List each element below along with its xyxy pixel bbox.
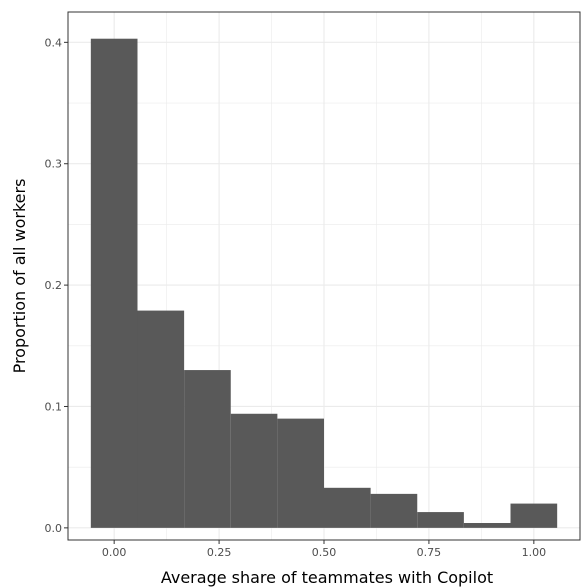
x-tick-label: 0.25 [207, 546, 232, 559]
y-axis-title: Proportion of all workers [10, 179, 29, 374]
y-tick-label: 0.1 [45, 400, 63, 413]
histogram-bar [90, 38, 138, 528]
histogram-bar [463, 523, 511, 528]
histogram-bar [230, 413, 278, 528]
y-tick-label: 0.4 [45, 36, 63, 49]
y-tick-label: 0.3 [45, 158, 63, 171]
x-axis-title: Average share of teammates with Copilot [161, 568, 493, 587]
y-tick-label: 0.2 [45, 279, 63, 292]
histogram-bar [417, 512, 464, 528]
x-tick-label: 1.00 [522, 546, 547, 559]
histogram-bar [277, 418, 324, 528]
histogram-bar [370, 493, 418, 528]
histogram-bar [137, 310, 185, 528]
histogram-bar [510, 503, 558, 528]
x-tick-label: 0.00 [102, 546, 127, 559]
x-tick-label: 0.75 [417, 546, 442, 559]
histogram-bar [184, 370, 231, 528]
y-axis-ticks: 0.0 0.1 0.2 0.3 0.4 [45, 36, 68, 535]
histogram-bar [324, 487, 371, 528]
x-axis-ticks: 0.00 0.25 0.50 0.75 1.00 [102, 540, 546, 559]
x-tick-label: 0.50 [312, 546, 337, 559]
histogram-bars [90, 38, 558, 528]
y-tick-label: 0.0 [45, 522, 63, 535]
